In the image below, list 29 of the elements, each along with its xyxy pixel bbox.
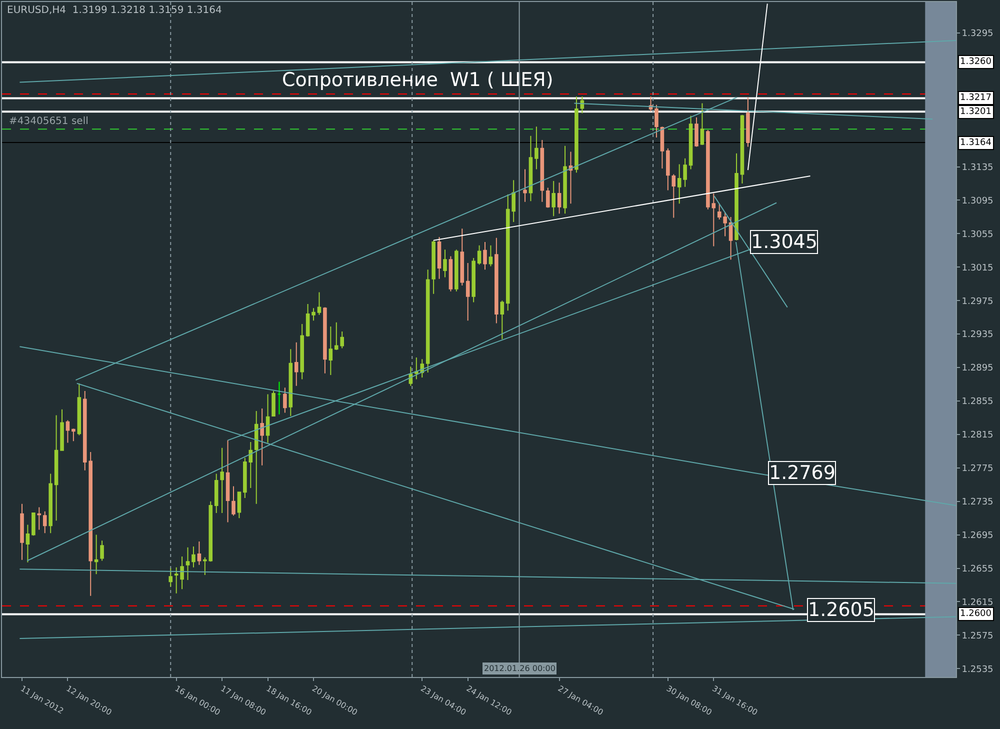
ref-line-label: 1.2600 (960, 609, 992, 619)
y-tick-label: 1.2735 (962, 498, 994, 508)
annotation: Сопротивление W1 ( ШЕЯ) (282, 69, 554, 91)
y-tick-label: 1.2935 (962, 330, 994, 340)
y-tick-label: 1.2695 (962, 530, 994, 541)
ref-line-label: 1.3164 (960, 138, 992, 148)
ref-line-label: 1.3260 (960, 57, 992, 67)
annotation: 1.3045 (751, 231, 818, 253)
chart-title: EURUSD,H4 1.3199 1.3218 1.3159 1.3164 (7, 5, 222, 16)
y-tick-label: 1.3135 (962, 162, 994, 173)
y-tick-label: 1.2855 (962, 397, 994, 408)
y-tick-label: 1.2775 (962, 464, 994, 474)
annotation: 1.2769 (769, 462, 836, 484)
y-tick-label: 1.2535 (962, 664, 994, 675)
ref-line-label: 1.3217 (960, 93, 992, 103)
y-tick-label: 1.2815 (962, 430, 994, 441)
y-tick-label: 1.2655 (962, 564, 994, 574)
y-tick-label: 1.2575 (962, 631, 994, 642)
ref-line-label: #43405651 sell (9, 116, 88, 127)
y-tick-label: 1.3055 (962, 230, 994, 240)
y-tick-label: 1.2895 (962, 364, 994, 374)
y-tick-label: 1.3015 (962, 263, 994, 274)
ref-line-label: 2012.01.26 00:00 (484, 664, 556, 673)
annotation: 1.2605 (808, 599, 874, 621)
ref-line-label: 1.3201 (960, 107, 992, 117)
y-tick-label: 1.3295 (962, 29, 994, 40)
y-tick-label: 1.3095 (962, 196, 994, 206)
y-tick-label: 1.2615 (962, 598, 994, 608)
y-tick-label: 1.2975 (962, 296, 994, 307)
